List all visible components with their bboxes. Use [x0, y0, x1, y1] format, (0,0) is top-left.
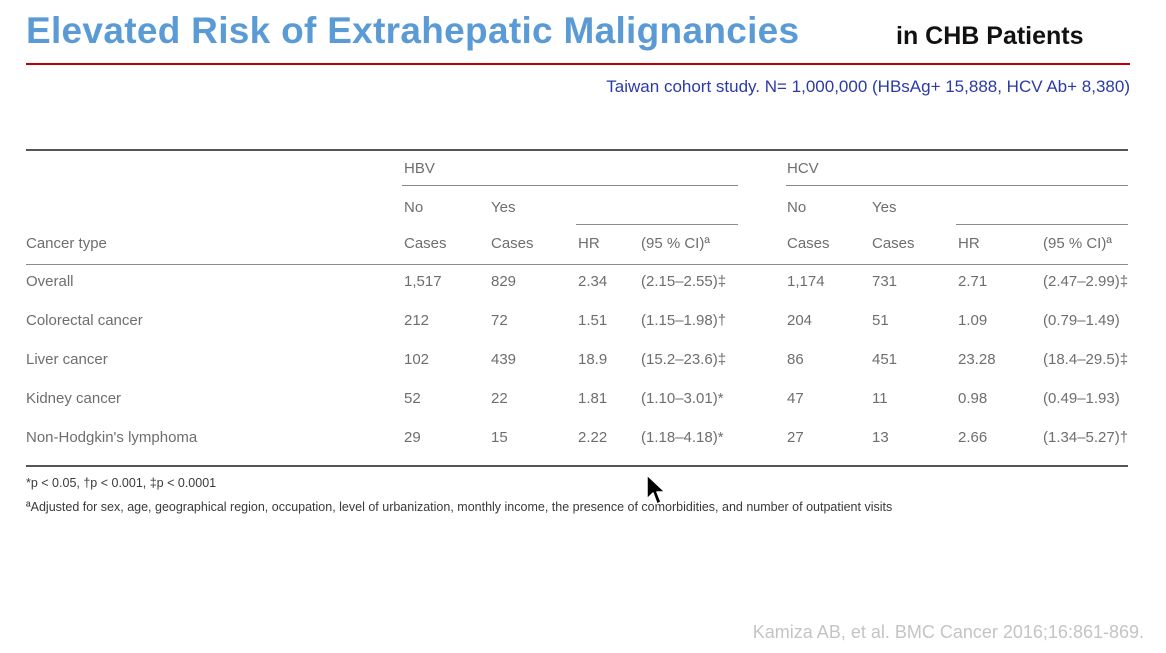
col-header-hcv-ci: (95 % CI)ª: [1043, 235, 1112, 252]
cell-hcv-ci: (0.79–1.49): [1043, 312, 1120, 329]
cell-hbv-ci: (2.15–2.55)‡: [641, 273, 727, 290]
cell-hbv-hr: 2.22: [578, 429, 608, 446]
cell-hbv-ci: (1.15–1.98)†: [641, 312, 727, 329]
cell-hcv-yes-cases: 51: [872, 312, 889, 329]
hbv-group-rule: [402, 185, 738, 186]
col-header-hcv-no-cases: Cases: [787, 235, 830, 252]
cell-cancer-type: Kidney cancer: [26, 390, 122, 407]
hcv-hr-rule: [956, 224, 1128, 225]
col-header-hbv-ci: (95 % CI)ª: [641, 235, 710, 252]
adjustment-footnote: ªAdjusted for sex, age, geographical reg…: [26, 500, 893, 514]
col-header-hbv-no-cases: Cases: [404, 235, 447, 252]
cell-hbv-yes-cases: 829: [491, 273, 517, 290]
cell-hcv-ci: (2.47–2.99)‡: [1043, 273, 1129, 290]
cell-hbv-no-cases: 102: [404, 351, 430, 368]
col-header-hcv-yes-cases: Cases: [872, 235, 915, 252]
mouse-pointer-icon: [646, 474, 668, 513]
cell-hcv-no-cases: 1,174: [787, 273, 825, 290]
cell-hbv-hr: 18.9: [578, 351, 608, 368]
title-underline: [26, 63, 1130, 65]
subheader-hcv-yes: Yes: [872, 199, 897, 216]
cell-hcv-no-cases: 86: [787, 351, 804, 368]
cell-hcv-ci: (18.4–29.5)‡: [1043, 351, 1129, 368]
col-header-hcv-hr: HR: [958, 235, 980, 252]
citation: Kamiza AB, et al. BMC Cancer 2016;16:861…: [752, 622, 1144, 642]
cell-cancer-type: Overall: [26, 273, 74, 290]
table-top-rule: [26, 149, 1128, 151]
cell-hcv-hr: 2.66: [958, 429, 988, 446]
cell-cancer-type: Colorectal cancer: [26, 312, 143, 329]
hbv-hr-rule: [576, 224, 738, 225]
group-header-hcv: HCV: [787, 160, 819, 177]
col-header-cancer-type: Cancer type: [26, 235, 107, 252]
significance-footnote: *p < 0.05, †p < 0.001, ‡p < 0.0001: [26, 476, 217, 490]
study-description: Taiwan cohort study. N= 1,000,000 (HBsAg…: [606, 77, 1130, 96]
cell-hcv-hr: 2.71: [958, 273, 988, 290]
cell-hcv-yes-cases: 451: [872, 351, 898, 368]
cell-hcv-hr: 0.98: [958, 390, 988, 407]
cell-cancer-type: Liver cancer: [26, 351, 108, 368]
cell-cancer-type: Non-Hodgkin's lymphoma: [26, 429, 198, 446]
cell-hbv-no-cases: 29: [404, 429, 421, 446]
col-header-hbv-yes-cases: Cases: [491, 235, 534, 252]
slide-subtitle: in CHB Patients: [896, 22, 1084, 50]
cell-hcv-no-cases: 47: [787, 390, 804, 407]
cell-hbv-yes-cases: 15: [491, 429, 508, 446]
cell-hbv-no-cases: 1,517: [404, 273, 442, 290]
cell-hbv-yes-cases: 22: [491, 390, 508, 407]
cell-hbv-hr: 1.81: [578, 390, 608, 407]
cell-hcv-yes-cases: 13: [872, 429, 889, 446]
cell-hcv-yes-cases: 11: [872, 390, 888, 407]
cell-hbv-hr: 2.34: [578, 273, 608, 290]
cell-hbv-ci: (1.10–3.01)*: [641, 390, 724, 407]
cell-hcv-ci: (0.49–1.93): [1043, 390, 1120, 407]
cell-hcv-hr: 1.09: [958, 312, 988, 329]
slide-title: Elevated Risk of Extrahepatic Malignanci…: [26, 10, 800, 51]
cell-hcv-yes-cases: 731: [872, 273, 898, 290]
hcv-group-rule: [786, 185, 1128, 186]
col-header-hbv-hr: HR: [578, 235, 600, 252]
cell-hcv-no-cases: 27: [787, 429, 804, 446]
cell-hbv-hr: 1.51: [578, 312, 608, 329]
cell-hbv-ci: (1.18–4.18)*: [641, 429, 724, 446]
cell-hbv-yes-cases: 72: [491, 312, 508, 329]
header-bottom-rule: [26, 264, 1128, 265]
table-bottom-rule: [26, 465, 1128, 467]
cell-hcv-ci: (1.34–5.27)†: [1043, 429, 1129, 446]
cell-hbv-ci: (15.2–23.6)‡: [641, 351, 727, 368]
subheader-hbv-no: No: [404, 199, 424, 216]
subheader-hbv-yes: Yes: [491, 199, 516, 216]
cell-hbv-yes-cases: 439: [491, 351, 517, 368]
group-header-hbv: HBV: [404, 160, 435, 177]
cell-hcv-no-cases: 204: [787, 312, 813, 329]
cell-hcv-hr: 23.28: [958, 351, 996, 368]
subheader-hcv-no: No: [787, 199, 807, 216]
cell-hbv-no-cases: 212: [404, 312, 430, 329]
cell-hbv-no-cases: 52: [404, 390, 421, 407]
